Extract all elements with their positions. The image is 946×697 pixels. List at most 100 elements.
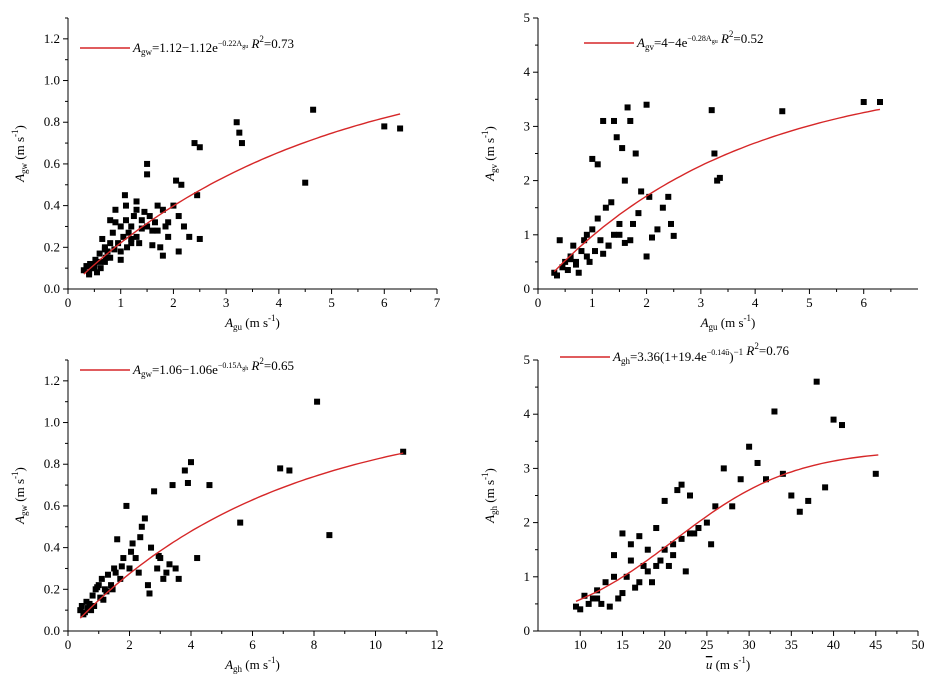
x-tick-label: 1 xyxy=(589,295,596,310)
data-point xyxy=(606,603,613,610)
data-point xyxy=(615,595,622,602)
data-point xyxy=(162,223,169,230)
data-point xyxy=(175,213,182,220)
data-point xyxy=(149,227,156,234)
data-point xyxy=(583,231,590,238)
data-point xyxy=(122,217,129,224)
data-point xyxy=(619,590,626,597)
x-tick-label: 40 xyxy=(827,637,840,652)
data-point xyxy=(146,213,153,220)
data-point xyxy=(101,246,108,253)
y-tick-label: 1 xyxy=(524,227,531,242)
data-point xyxy=(397,125,404,132)
data-point xyxy=(711,150,718,157)
data-point xyxy=(77,607,84,614)
x-tick-label: 5 xyxy=(806,295,813,310)
data-point xyxy=(619,145,626,152)
y-axis-title: Agw (m s-1) xyxy=(10,467,29,525)
data-point xyxy=(729,503,736,510)
data-point xyxy=(737,476,744,483)
data-point xyxy=(616,220,623,227)
data-point xyxy=(88,607,95,614)
data-point xyxy=(236,129,243,136)
data-point xyxy=(813,378,820,385)
data-point xyxy=(661,497,668,504)
data-point xyxy=(165,233,172,240)
data-point xyxy=(97,265,104,272)
data-point xyxy=(623,573,630,580)
data-point xyxy=(144,582,151,589)
data-point xyxy=(151,219,158,226)
data-point xyxy=(771,408,778,415)
y-tick-label: 5 xyxy=(524,352,531,367)
x-tick-label: 3 xyxy=(698,295,705,310)
data-point xyxy=(117,248,124,255)
data-point xyxy=(83,263,90,270)
data-point xyxy=(559,264,566,271)
data-point xyxy=(621,239,628,246)
data-point xyxy=(400,448,407,455)
data-point xyxy=(708,541,715,548)
data-point xyxy=(635,210,642,217)
data-point xyxy=(109,229,116,236)
data-point xyxy=(746,443,753,450)
data-point xyxy=(109,586,116,593)
x-tick-label: 2 xyxy=(170,295,177,310)
y-tick-label: 0.6 xyxy=(44,498,61,513)
data-point xyxy=(89,592,96,599)
data-point xyxy=(720,465,727,472)
data-point xyxy=(103,588,110,595)
data-point xyxy=(703,519,710,526)
data-point xyxy=(860,99,867,106)
data-point xyxy=(779,108,786,115)
data-point xyxy=(97,594,104,601)
data-point xyxy=(657,557,664,564)
data-point xyxy=(695,525,702,532)
data-point xyxy=(144,160,151,167)
data-point xyxy=(839,422,845,429)
data-point xyxy=(111,565,118,572)
data-point xyxy=(160,575,167,582)
data-point xyxy=(556,237,563,244)
y-tick-label: 0 xyxy=(524,281,531,296)
data-point xyxy=(194,555,201,562)
data-point xyxy=(191,140,198,147)
data-point xyxy=(107,254,114,261)
data-point xyxy=(133,206,140,213)
data-point xyxy=(670,552,677,559)
data-point xyxy=(665,562,672,569)
panel-bottom-left: 0 2 4 6 8 10 12 0.0 0.2 0.4 0.6 0.8 1.0 1.2 Agh (m s-1… xyxy=(10,356,444,674)
x-tick-label: 5 xyxy=(328,295,335,310)
y-tick-label: 1 xyxy=(524,569,531,584)
data-point xyxy=(117,223,124,230)
x-tick-label: 45 xyxy=(869,637,882,652)
data-point xyxy=(128,548,135,555)
x-tick-label: 35 xyxy=(785,637,798,652)
data-point xyxy=(643,101,650,108)
data-point xyxy=(712,503,719,510)
data-point xyxy=(687,530,693,537)
data-point xyxy=(155,552,162,559)
data-point xyxy=(154,227,161,234)
data-point xyxy=(130,213,137,220)
data-point xyxy=(121,192,128,199)
data-point xyxy=(654,226,661,233)
x-axis-title: Agh (m s-1) xyxy=(224,655,280,674)
data-point xyxy=(128,235,135,242)
data-point xyxy=(570,242,577,249)
data-point xyxy=(644,546,651,553)
data-point xyxy=(616,231,623,238)
legend-label: Agv=4−4e−0.28Agu R2=0.52 xyxy=(636,29,763,52)
legend-label: Agw=1.12−1.12e−0.22Agu R2=0.73 xyxy=(132,34,294,57)
data-point xyxy=(594,595,601,602)
data-point xyxy=(310,106,317,113)
data-point xyxy=(302,179,309,186)
y-tick-label: 1.0 xyxy=(44,73,60,88)
data-point xyxy=(611,231,617,238)
data-point xyxy=(237,519,244,526)
data-point xyxy=(120,555,127,562)
data-point xyxy=(678,481,685,488)
data-point xyxy=(84,605,91,612)
data-point xyxy=(573,603,579,610)
data-point xyxy=(180,223,187,230)
